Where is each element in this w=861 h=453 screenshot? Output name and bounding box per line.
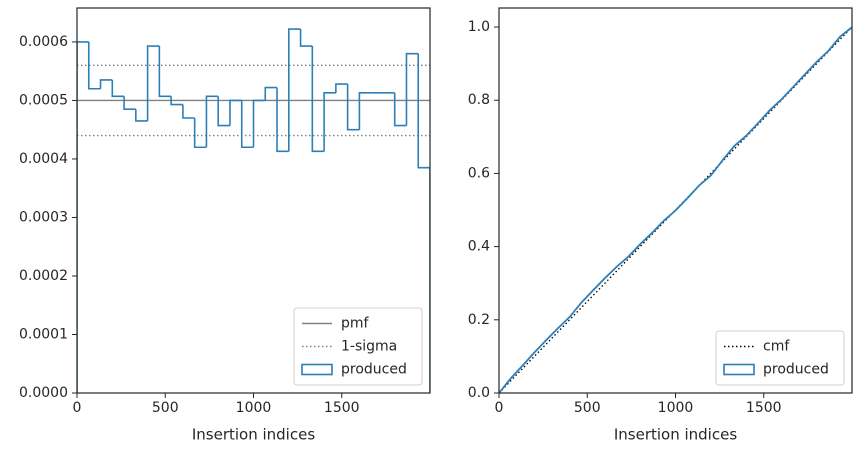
histogram-step (158, 46, 172, 98)
y-tick-label: 0.6 (468, 165, 490, 181)
histogram-step (229, 99, 242, 126)
y-tick-label: 0.8 (468, 92, 490, 108)
y-tick-label: 0.0005 (19, 92, 68, 108)
y-tick-label: 0.4 (468, 239, 490, 255)
series-line (499, 26, 852, 393)
subplot: 0 500 1000 1500 0.0000 0.0001 0.0002 0.0003 0.00… (19, 7, 431, 444)
x-tick-label: 0 (73, 400, 82, 416)
y-tick-label: 1.0 (468, 19, 490, 35)
histogram-step (288, 28, 301, 152)
histogram-step (111, 79, 125, 98)
y-tick-label: 0.0004 (19, 151, 68, 167)
legend: pmf 1-sigma produced (293, 307, 423, 386)
x-axis-label: Insertion indices (614, 426, 737, 444)
axes-frame (76, 7, 431, 394)
legend-label: pmf (341, 316, 370, 332)
x-tick-label: 500 (574, 400, 601, 416)
histogram-step (193, 118, 207, 149)
axes-frame (498, 7, 853, 394)
x-tick-label: 1500 (746, 400, 782, 416)
legend-label: 1-sigma (341, 339, 397, 355)
histogram-step (299, 29, 313, 47)
x-tick-label: 500 (152, 400, 179, 416)
histogram-step (99, 79, 113, 89)
histogram-step (417, 53, 430, 393)
histogram-step (323, 92, 336, 152)
histogram-step (217, 96, 230, 127)
histogram-step (393, 92, 407, 127)
legend: cmf produced (715, 330, 845, 386)
histogram-step (135, 109, 148, 122)
legend-label: cmf (763, 339, 790, 355)
subplot: 0 500 1000 1500 0.0 0.2 0.4 0.6 0.8 1.0 Insertion … (468, 7, 853, 444)
histogram-step (405, 52, 419, 126)
y-tick-label: 0.0 (468, 385, 490, 401)
y-tick-label: 0.0000 (19, 385, 68, 401)
legend-swatch (723, 363, 755, 376)
histogram-step (252, 99, 266, 148)
histogram-step (311, 46, 325, 153)
histogram-step (276, 87, 289, 153)
legend-swatch (301, 363, 333, 376)
series-line (499, 26, 852, 393)
x-axis-label: Insertion indices (192, 426, 315, 444)
plot-area (77, 28, 430, 393)
histogram-step (77, 41, 89, 393)
histogram-step (170, 96, 183, 106)
y-tick-label: 0.0003 (19, 209, 68, 225)
histogram-step (87, 41, 101, 90)
y-tick-label: 0.0001 (19, 326, 68, 342)
y-tick-label: 0.2 (468, 312, 490, 328)
histogram-step (264, 86, 278, 101)
histogram-step (123, 96, 136, 111)
histogram-step (240, 100, 254, 149)
histogram-step (205, 95, 219, 148)
x-tick-label: 1000 (236, 400, 272, 416)
x-tick-label: 0 (495, 400, 504, 416)
histogram-step (146, 45, 160, 121)
y-tick-label: 0.0002 (19, 268, 68, 284)
histogram-step (358, 92, 372, 130)
legend-label: produced (341, 362, 407, 378)
histogram-step (182, 104, 195, 119)
legend-box (715, 330, 845, 386)
legend-box (293, 307, 423, 386)
x-tick-label: 1500 (324, 400, 360, 416)
histogram-step (346, 84, 360, 131)
plot-area (499, 26, 852, 393)
y-tick-label: 0.0006 (19, 34, 68, 50)
x-tick-label: 1000 (658, 400, 694, 416)
legend-label: produced (763, 362, 829, 378)
histogram-step (335, 83, 348, 93)
